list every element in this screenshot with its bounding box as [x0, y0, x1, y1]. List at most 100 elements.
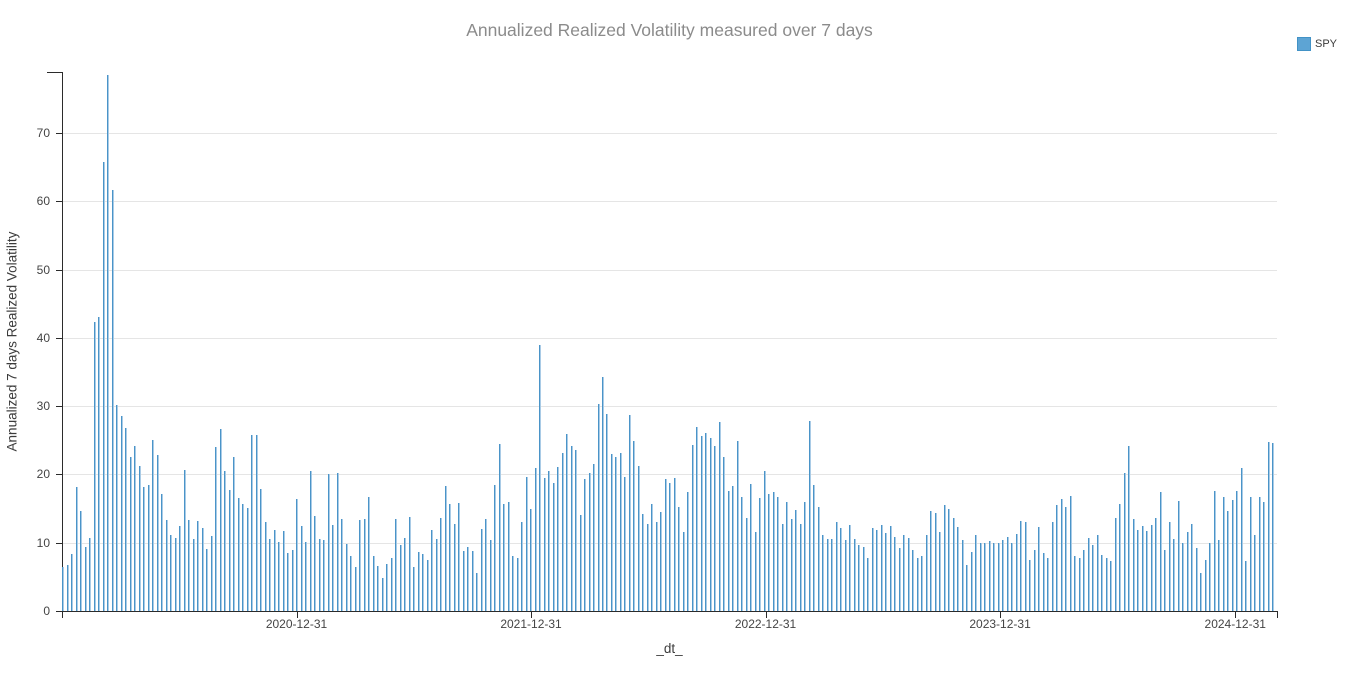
bar — [1168, 521, 1171, 611]
bar — [660, 511, 663, 611]
bar — [210, 535, 213, 611]
bar — [557, 466, 560, 611]
bar — [435, 539, 438, 611]
x-axis-tick — [1235, 612, 1237, 618]
bar — [1020, 520, 1023, 611]
bar — [588, 473, 591, 611]
bar — [772, 492, 775, 611]
bar — [786, 502, 789, 611]
bar — [305, 542, 308, 611]
bar — [251, 434, 254, 611]
bar — [1209, 542, 1212, 611]
bar — [534, 467, 537, 611]
bar — [867, 557, 870, 611]
bar — [1128, 446, 1131, 611]
bar — [75, 487, 78, 611]
bar — [1047, 557, 1050, 611]
bar — [885, 533, 888, 611]
bar — [1024, 521, 1027, 611]
bar — [197, 520, 200, 611]
bar — [422, 554, 425, 611]
bar — [552, 483, 555, 611]
bar — [462, 550, 465, 611]
x-tick-label: 2022-12-31 — [734, 617, 797, 631]
bar — [152, 440, 155, 611]
y-axis-tick — [56, 269, 62, 271]
bar — [512, 556, 515, 611]
bar — [1078, 558, 1081, 611]
bar — [1083, 549, 1086, 611]
bar — [736, 440, 739, 611]
bar — [417, 551, 420, 611]
y-axis-tick — [56, 337, 62, 339]
bar — [1195, 548, 1198, 611]
bar — [1204, 559, 1207, 611]
bar — [494, 485, 497, 611]
bar — [1182, 543, 1185, 611]
bar — [71, 553, 74, 611]
bar — [763, 471, 766, 611]
bar — [871, 527, 874, 611]
bar — [1164, 549, 1167, 611]
bar — [98, 317, 101, 611]
bar — [62, 566, 65, 611]
bar — [1006, 537, 1009, 611]
bar — [709, 437, 712, 611]
bar — [696, 426, 699, 611]
bar — [1092, 545, 1095, 611]
bar — [1141, 525, 1144, 611]
bar — [1191, 523, 1194, 611]
bar — [282, 531, 285, 611]
bar — [1240, 467, 1243, 611]
bar — [584, 478, 586, 611]
bar — [1114, 518, 1117, 611]
bar — [233, 457, 236, 611]
bar — [129, 456, 132, 611]
y-gridline — [62, 269, 1277, 271]
bar — [637, 465, 640, 611]
x-axis-tick — [765, 612, 767, 618]
bar — [777, 496, 780, 611]
bar — [813, 484, 816, 611]
bar — [237, 497, 240, 611]
bar — [624, 477, 627, 611]
bar — [921, 555, 924, 611]
legend-series-label: SPY — [1315, 38, 1338, 50]
bar — [242, 503, 245, 611]
bar — [1087, 537, 1090, 611]
bar — [1245, 561, 1248, 611]
bar — [952, 518, 955, 611]
bar — [323, 539, 326, 611]
bar — [183, 470, 186, 611]
bar — [543, 477, 546, 611]
bar — [138, 466, 141, 611]
bar — [453, 523, 456, 611]
bar — [80, 510, 83, 611]
bar — [1173, 538, 1176, 611]
bar — [386, 563, 389, 611]
bar — [125, 427, 128, 611]
bar — [718, 421, 721, 611]
bar — [111, 190, 114, 611]
bar — [350, 556, 353, 611]
bar — [984, 543, 987, 611]
bar — [1101, 555, 1104, 611]
bar — [507, 501, 510, 611]
chart-title: Annualized Realized Volatility measured … — [466, 20, 873, 40]
x-tick-label: 2021-12-31 — [500, 617, 562, 631]
y-axis-tick — [56, 201, 62, 203]
legend-swatch-icon — [1297, 37, 1311, 51]
bar — [795, 509, 798, 611]
bar — [1218, 539, 1221, 611]
bar — [471, 550, 474, 611]
bar — [808, 421, 811, 611]
bar — [530, 508, 533, 611]
bar — [1263, 502, 1266, 611]
y-tick-label: 10 — [36, 535, 50, 550]
bar — [278, 542, 281, 611]
bar — [1123, 473, 1126, 611]
bar — [741, 496, 744, 611]
bar — [597, 404, 600, 611]
bar — [539, 344, 542, 611]
bar — [930, 510, 933, 611]
